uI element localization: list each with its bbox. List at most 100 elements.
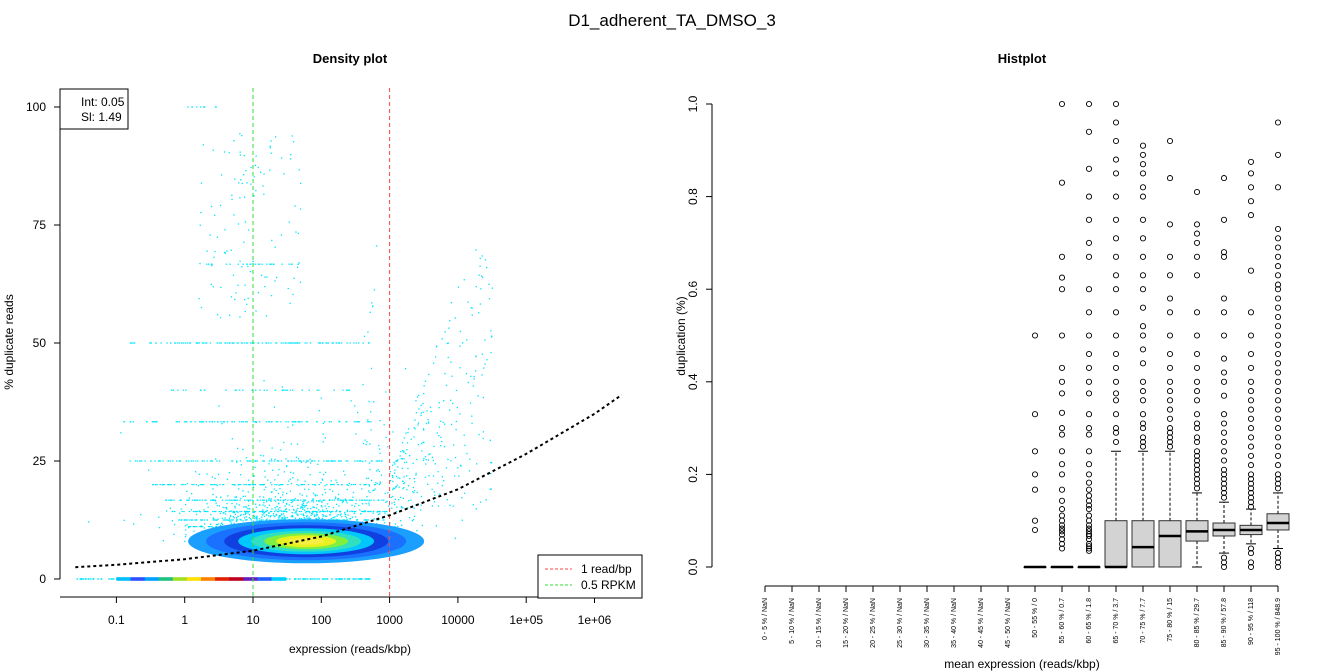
density-point bbox=[358, 504, 360, 506]
density-point bbox=[198, 297, 200, 300]
box-outlier bbox=[1193, 471, 1201, 478]
density-point bbox=[351, 510, 354, 513]
density-point bbox=[238, 484, 240, 486]
box-outlier bbox=[1247, 494, 1255, 501]
density-point bbox=[342, 500, 344, 502]
density-point bbox=[320, 500, 323, 503]
box-outlier bbox=[1139, 253, 1147, 260]
density-point bbox=[288, 221, 290, 223]
density-point bbox=[363, 499, 366, 501]
density-point bbox=[252, 520, 255, 522]
density-point bbox=[300, 460, 302, 462]
density-point bbox=[394, 503, 396, 506]
density-point bbox=[491, 335, 493, 337]
density-point bbox=[305, 460, 308, 462]
density-point bbox=[346, 510, 349, 513]
density-point bbox=[240, 474, 242, 476]
box-outlier bbox=[1112, 411, 1120, 418]
density-point bbox=[332, 510, 334, 513]
density-point bbox=[214, 250, 216, 253]
density-point bbox=[340, 513, 342, 515]
box-outlier bbox=[1166, 309, 1174, 316]
zero-duplication-band bbox=[229, 577, 244, 581]
density-point bbox=[370, 367, 373, 370]
box-outlier bbox=[1220, 392, 1228, 399]
density-point bbox=[449, 504, 451, 506]
density-point bbox=[454, 317, 456, 319]
box-outlier bbox=[1058, 471, 1066, 478]
box-outlier bbox=[1247, 364, 1255, 371]
density-point bbox=[330, 460, 332, 462]
density-point bbox=[264, 286, 266, 288]
hist-plot: Histplot 0 - 5 % / NaN 5 - 10 % / NaN 10 -… bbox=[674, 51, 1290, 671]
box-outlier bbox=[1139, 360, 1147, 367]
density-legend: 1 read/bp 0.5 RPKM bbox=[537, 554, 643, 599]
density-point bbox=[276, 460, 278, 462]
density-point bbox=[368, 502, 370, 504]
density-point bbox=[334, 460, 336, 462]
density-point bbox=[302, 507, 304, 509]
density-point bbox=[233, 522, 235, 524]
density-point bbox=[338, 498, 340, 500]
density-point bbox=[302, 502, 305, 504]
density-point bbox=[291, 515, 293, 517]
box-outlier bbox=[1085, 547, 1093, 554]
density-point bbox=[366, 496, 368, 498]
density-point bbox=[279, 507, 281, 509]
box-outlier bbox=[1112, 216, 1120, 223]
density-point bbox=[203, 509, 205, 511]
box-outlier bbox=[1031, 517, 1039, 524]
density-point bbox=[129, 460, 131, 462]
hist-x-tick-label: 35 - 40 % / NaN bbox=[951, 598, 958, 648]
density-point bbox=[296, 484, 298, 486]
box-outlier bbox=[1247, 415, 1255, 422]
density-y-tick-label: 75 bbox=[33, 218, 47, 232]
density-point bbox=[422, 428, 425, 430]
density-point bbox=[245, 484, 247, 486]
box-outlier bbox=[1139, 378, 1147, 385]
density-point bbox=[254, 517, 256, 520]
density-point bbox=[185, 421, 188, 423]
density-point bbox=[216, 524, 219, 526]
density-point bbox=[372, 510, 375, 513]
density-point bbox=[420, 404, 422, 406]
density-point bbox=[276, 276, 278, 279]
density-point bbox=[282, 342, 284, 344]
density-y-tick-label: 0 bbox=[39, 572, 46, 586]
density-point bbox=[298, 421, 300, 423]
density-point bbox=[441, 440, 443, 443]
density-point bbox=[290, 342, 292, 344]
density-point bbox=[446, 499, 448, 501]
density-point bbox=[136, 460, 139, 462]
density-point bbox=[373, 401, 375, 403]
density-point bbox=[389, 480, 392, 482]
density-point bbox=[324, 578, 327, 580]
box-outlier bbox=[1166, 425, 1174, 432]
box-outlier bbox=[1247, 489, 1255, 496]
density-point bbox=[407, 485, 410, 487]
box-outlier bbox=[1220, 332, 1228, 339]
density-point bbox=[375, 470, 378, 472]
density-point bbox=[245, 342, 248, 344]
density-point bbox=[180, 342, 183, 344]
box-outlier bbox=[1220, 175, 1228, 182]
density-point bbox=[321, 506, 323, 508]
box-group bbox=[1212, 175, 1236, 571]
density-point bbox=[177, 389, 179, 391]
density-point bbox=[206, 473, 208, 475]
density-point bbox=[416, 458, 418, 461]
box-outlier bbox=[1085, 502, 1093, 509]
density-point bbox=[317, 342, 320, 344]
hist-x-tick-label: 20 - 25 % / NaN bbox=[870, 598, 877, 648]
density-point bbox=[370, 460, 372, 462]
box-outlier bbox=[1112, 397, 1120, 404]
density-point bbox=[232, 484, 235, 486]
density-point bbox=[203, 484, 205, 486]
density-point bbox=[269, 516, 271, 518]
density-point bbox=[200, 182, 203, 184]
box-outlier bbox=[1058, 332, 1066, 339]
hist-y-tick-label: 1.0 bbox=[686, 95, 700, 112]
box-outlier bbox=[1274, 550, 1282, 557]
density-point bbox=[200, 484, 202, 486]
density-point bbox=[215, 458, 217, 460]
